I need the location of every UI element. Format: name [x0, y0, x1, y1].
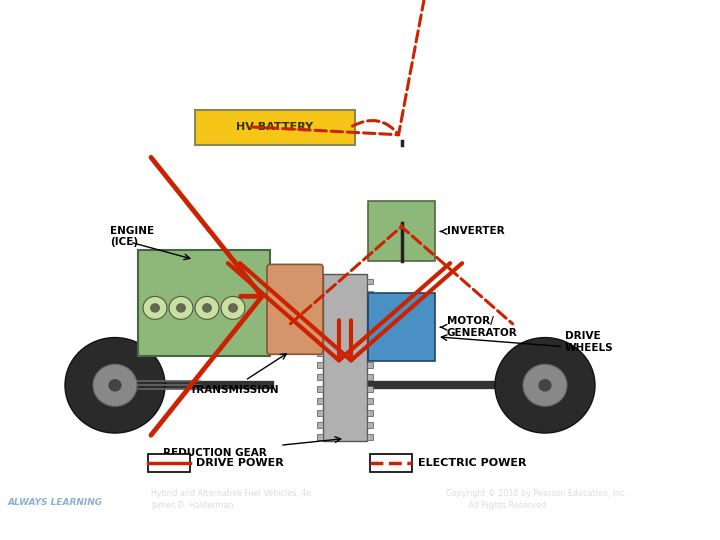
Text: TRANSMISSION: TRANSMISSION: [190, 386, 279, 395]
Bar: [317, 327, 323, 332]
Bar: [367, 399, 373, 403]
Circle shape: [109, 379, 122, 392]
Text: parallel-hybrid vehicle.: parallel-hybrid vehicle.: [233, 62, 487, 82]
Bar: [317, 302, 323, 308]
Text: INVERTER: INVERTER: [446, 226, 504, 237]
Text: MOTOR/
GENERATOR: MOTOR/ GENERATOR: [446, 316, 517, 338]
Circle shape: [523, 364, 567, 406]
Bar: [367, 315, 373, 320]
FancyBboxPatch shape: [148, 454, 190, 472]
Text: DRIVE
WHEELS: DRIVE WHEELS: [565, 331, 613, 353]
Bar: [317, 315, 323, 320]
Bar: [367, 434, 373, 440]
Bar: [367, 302, 373, 308]
Text: Figure 2.5: Figure 2.5: [130, 22, 257, 42]
Bar: [367, 279, 373, 284]
Bar: [317, 362, 323, 368]
Text: ALWAYS LEARNING: ALWAYS LEARNING: [7, 498, 102, 507]
Circle shape: [228, 303, 238, 313]
Circle shape: [150, 303, 160, 313]
Text: Hybrid and Alternative Fuel Vehicles, 4e
James D. Halderman: Hybrid and Alternative Fuel Vehicles, 4e…: [151, 489, 311, 510]
Bar: [367, 291, 373, 296]
Bar: [367, 339, 373, 344]
Text: Copyright © 2016 by Pearson Education, Inc.
         All Rights Reserved: Copyright © 2016 by Pearson Education, I…: [446, 489, 627, 510]
Circle shape: [93, 364, 137, 406]
Circle shape: [65, 338, 165, 433]
Text: DRIVE POWER: DRIVE POWER: [196, 458, 284, 468]
Bar: [367, 327, 373, 332]
Text: REDUCTION GEAR: REDUCTION GEAR: [163, 448, 266, 458]
Circle shape: [202, 303, 212, 313]
Bar: [317, 291, 323, 296]
Bar: [367, 410, 373, 416]
FancyBboxPatch shape: [323, 274, 367, 441]
FancyBboxPatch shape: [370, 454, 412, 472]
Bar: [317, 279, 323, 284]
Bar: [317, 399, 323, 403]
FancyBboxPatch shape: [267, 265, 323, 354]
Bar: [317, 422, 323, 428]
Bar: [317, 374, 323, 380]
Text: The power flow in a typical: The power flow in a typical: [256, 22, 563, 42]
Text: ELECTRIC POWER: ELECTRIC POWER: [418, 458, 526, 468]
Circle shape: [176, 303, 186, 313]
Circle shape: [169, 296, 193, 319]
Circle shape: [143, 296, 167, 319]
Circle shape: [539, 379, 552, 392]
Bar: [317, 410, 323, 416]
Bar: [317, 386, 323, 391]
FancyBboxPatch shape: [195, 110, 355, 145]
FancyBboxPatch shape: [138, 250, 270, 356]
Bar: [317, 434, 323, 440]
Bar: [367, 386, 373, 391]
Text: HV BATTERY: HV BATTERY: [236, 123, 314, 132]
Circle shape: [495, 338, 595, 433]
FancyBboxPatch shape: [368, 293, 435, 361]
Bar: [317, 339, 323, 344]
Bar: [317, 350, 323, 356]
Text: PEARSON: PEARSON: [613, 500, 709, 518]
Text: ENGINE
(ICE): ENGINE (ICE): [110, 226, 154, 247]
Circle shape: [221, 296, 245, 319]
Bar: [367, 362, 373, 368]
FancyBboxPatch shape: [368, 201, 435, 261]
Bar: [367, 350, 373, 356]
Bar: [367, 374, 373, 380]
Bar: [367, 422, 373, 428]
Circle shape: [195, 296, 219, 319]
